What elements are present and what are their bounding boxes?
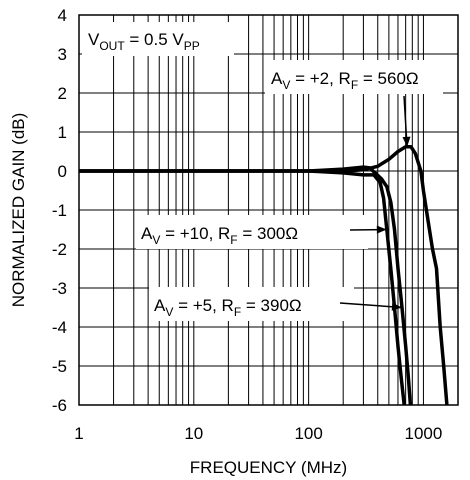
y-tick-label: -4 <box>52 318 67 337</box>
series-label-box-2 <box>136 215 368 249</box>
y-tick-label: -6 <box>52 396 67 415</box>
series-label-box-3 <box>149 287 354 321</box>
x-tick-label: 100 <box>294 424 322 443</box>
annotations: VOUT = 0.5 VPP AV = +2, RF = 560Ω AV = +10… <box>82 22 443 321</box>
y-tick-label: -3 <box>52 279 67 298</box>
x-tick-label: 1000 <box>405 424 443 443</box>
series-label-1: AV = +2, RF = 560Ω <box>271 69 419 92</box>
series-arrowhead-1 <box>402 136 411 147</box>
y-tick-label: -1 <box>52 201 67 220</box>
series-arrowhead-2 <box>376 225 387 234</box>
y-tick-label: -2 <box>52 240 67 259</box>
series-line-1 <box>79 145 449 406</box>
y-tick-label: -5 <box>52 357 67 376</box>
series-label-2: AV = +10, RF = 300Ω <box>141 224 298 247</box>
condition-label-box <box>82 22 234 56</box>
y-tick-label: 0 <box>58 162 67 181</box>
series-lines <box>79 145 449 406</box>
series-label-3: AV = +5, RF = 390Ω <box>154 296 302 319</box>
series-line-2 <box>79 169 406 406</box>
y-axis-label: NORMALIZED GAIN (dB) <box>9 113 28 308</box>
series-arrowhead-3 <box>391 302 402 311</box>
plot-frame <box>78 14 459 406</box>
x-axis-label: FREQUENCY (MHz) <box>190 458 347 477</box>
series-label-box-1 <box>265 60 443 94</box>
condition-label: VOUT = 0.5 VPP <box>88 30 200 53</box>
x-tick-label: 10 <box>184 424 203 443</box>
series-arrow-3 <box>339 302 403 309</box>
y-tick-label: 3 <box>58 45 67 64</box>
series-line-3 <box>79 165 413 406</box>
x-tick-label: 1 <box>74 424 83 443</box>
y-tick-label: 2 <box>58 84 67 103</box>
y-tick-label: 4 <box>58 6 67 25</box>
y-tick-label: 1 <box>58 123 67 142</box>
